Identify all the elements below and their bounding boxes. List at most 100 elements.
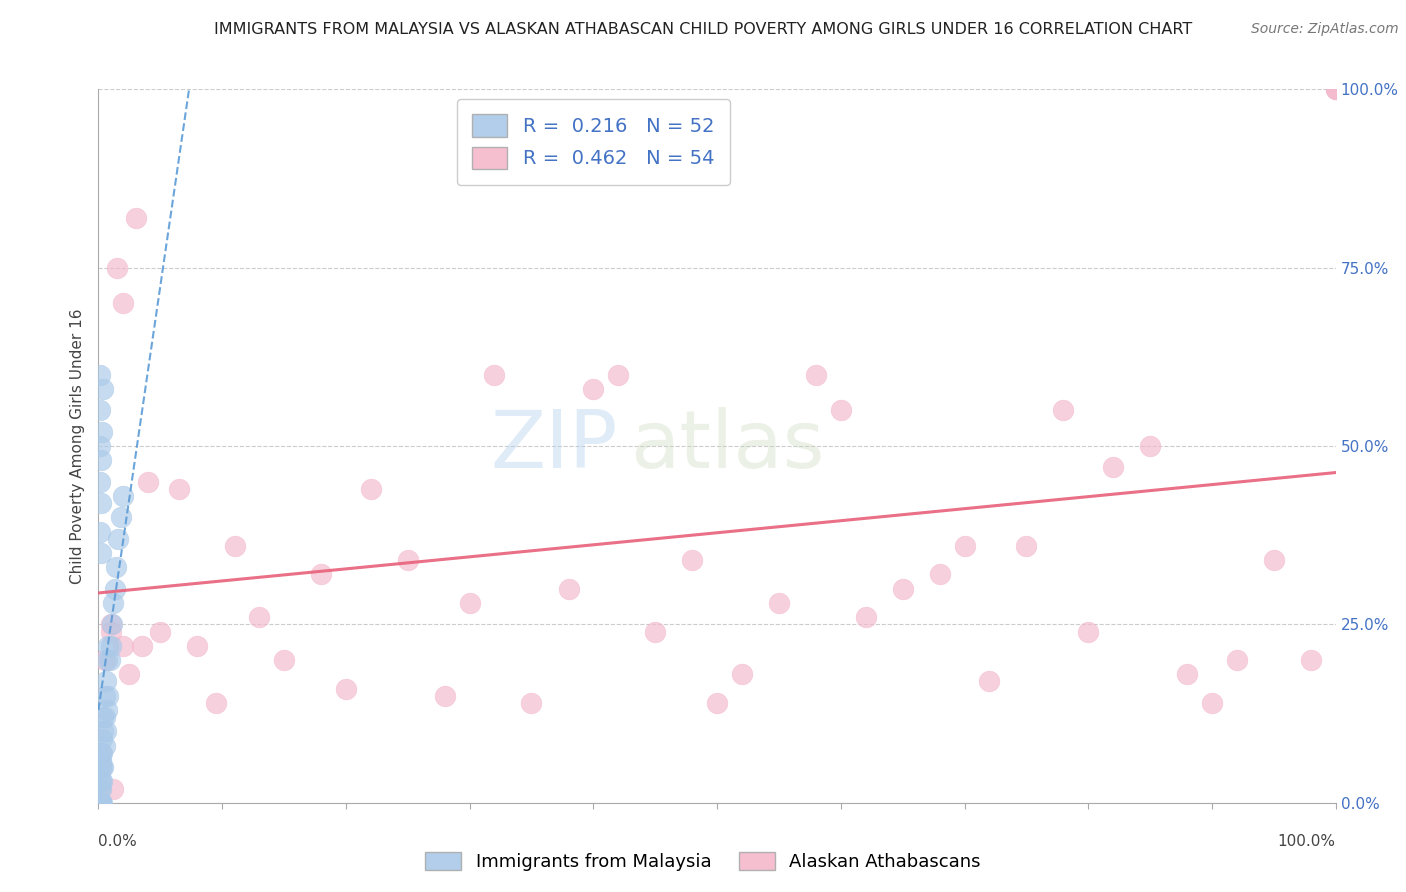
Point bbox=[96, 703, 118, 717]
Point bbox=[90, 781, 112, 796]
Point bbox=[273, 653, 295, 667]
Point bbox=[1324, 82, 1347, 96]
Point bbox=[644, 624, 666, 639]
Point bbox=[1201, 696, 1223, 710]
Point bbox=[118, 667, 141, 681]
Point bbox=[1077, 624, 1099, 639]
Point bbox=[93, 760, 115, 774]
Point bbox=[1015, 539, 1038, 553]
Point bbox=[131, 639, 153, 653]
Point bbox=[1263, 553, 1285, 567]
Point bbox=[90, 796, 112, 810]
Point bbox=[706, 696, 728, 710]
Point bbox=[731, 667, 754, 681]
Point bbox=[360, 482, 382, 496]
Text: IMMIGRANTS FROM MALAYSIA VS ALASKAN ATHABASCAN CHILD POVERTY AMONG GIRLS UNDER 1: IMMIGRANTS FROM MALAYSIA VS ALASKAN ATHA… bbox=[214, 22, 1192, 37]
Point bbox=[93, 724, 115, 739]
Point bbox=[97, 689, 120, 703]
Point bbox=[100, 624, 122, 639]
Point bbox=[100, 617, 122, 632]
Point bbox=[89, 781, 111, 796]
Point bbox=[768, 596, 790, 610]
Point bbox=[89, 796, 111, 810]
Point bbox=[96, 653, 118, 667]
Point bbox=[91, 760, 114, 774]
Point bbox=[94, 674, 117, 689]
Point bbox=[891, 582, 914, 596]
Point bbox=[110, 510, 132, 524]
Point bbox=[90, 753, 112, 767]
Point bbox=[89, 796, 111, 810]
Point bbox=[804, 368, 827, 382]
Point bbox=[98, 653, 121, 667]
Point bbox=[928, 567, 950, 582]
Text: atlas: atlas bbox=[630, 407, 825, 485]
Point bbox=[484, 368, 506, 382]
Point bbox=[112, 296, 135, 310]
Y-axis label: Child Poverty Among Girls Under 16: Child Poverty Among Girls Under 16 bbox=[70, 309, 86, 583]
Point bbox=[97, 639, 120, 653]
Point bbox=[91, 746, 114, 760]
Point bbox=[335, 681, 357, 696]
Point bbox=[557, 582, 579, 596]
Point bbox=[90, 746, 112, 760]
Point bbox=[94, 724, 117, 739]
Point bbox=[103, 582, 125, 596]
Point bbox=[89, 796, 111, 810]
Point bbox=[91, 796, 114, 810]
Point bbox=[100, 639, 122, 653]
Point bbox=[136, 475, 159, 489]
Point bbox=[89, 774, 111, 789]
Point bbox=[855, 610, 877, 624]
Point bbox=[90, 774, 112, 789]
Point bbox=[89, 368, 111, 382]
Point bbox=[112, 639, 135, 653]
Point bbox=[93, 710, 115, 724]
Point bbox=[89, 403, 111, 417]
Point bbox=[309, 567, 332, 582]
Point bbox=[93, 689, 115, 703]
Point bbox=[93, 710, 115, 724]
Point bbox=[103, 596, 125, 610]
Point bbox=[247, 610, 270, 624]
Point bbox=[93, 382, 115, 396]
Point bbox=[953, 539, 976, 553]
Point bbox=[582, 382, 605, 396]
Point bbox=[89, 796, 111, 810]
Point bbox=[1299, 653, 1322, 667]
Point bbox=[89, 796, 111, 810]
Point bbox=[149, 624, 172, 639]
Point bbox=[103, 781, 125, 796]
Point bbox=[91, 774, 114, 789]
Point bbox=[105, 260, 128, 275]
Point bbox=[90, 760, 112, 774]
Point bbox=[830, 403, 852, 417]
Point bbox=[93, 739, 115, 753]
Point bbox=[433, 689, 456, 703]
Point bbox=[458, 596, 481, 610]
Point bbox=[107, 532, 129, 546]
Point bbox=[1139, 439, 1161, 453]
Point bbox=[186, 639, 208, 653]
Text: Source: ZipAtlas.com: Source: ZipAtlas.com bbox=[1251, 22, 1399, 37]
Point bbox=[1324, 82, 1347, 96]
Point bbox=[205, 696, 228, 710]
Point bbox=[93, 653, 115, 667]
Point bbox=[1226, 653, 1249, 667]
Point bbox=[89, 524, 111, 539]
Point bbox=[101, 617, 124, 632]
Point bbox=[520, 696, 543, 710]
Point bbox=[124, 211, 146, 225]
Point bbox=[1324, 82, 1347, 96]
Point bbox=[224, 539, 246, 553]
Point bbox=[979, 674, 1001, 689]
Point bbox=[89, 475, 111, 489]
Point bbox=[681, 553, 703, 567]
Text: 100.0%: 100.0% bbox=[1278, 834, 1336, 849]
Point bbox=[90, 453, 112, 467]
Point bbox=[167, 482, 190, 496]
Point bbox=[1052, 403, 1074, 417]
Point bbox=[1102, 460, 1125, 475]
Point bbox=[91, 425, 114, 439]
Point bbox=[104, 560, 127, 574]
